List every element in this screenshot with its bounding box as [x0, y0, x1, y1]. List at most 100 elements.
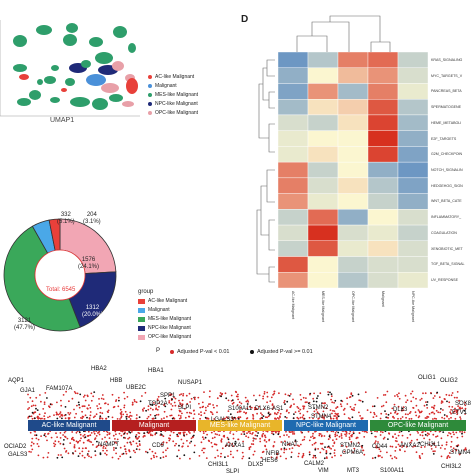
- strip-point: [95, 446, 98, 448]
- strip-point: [340, 433, 343, 435]
- strip-point: [64, 435, 66, 438]
- strip-point: [82, 396, 85, 398]
- strip-point: [355, 437, 358, 440]
- strip-point: [124, 410, 127, 413]
- strip-point: [422, 392, 424, 395]
- strip-point: [173, 401, 176, 404]
- strip-point: [395, 437, 398, 439]
- strip-point: [375, 445, 378, 447]
- strip-point: [348, 438, 351, 441]
- strip-point: [123, 391, 125, 394]
- strip-point: [166, 447, 169, 450]
- slice-percent: (47.7%): [14, 325, 36, 331]
- umap-axis-frame: [0, 20, 140, 117]
- strip-point: [252, 440, 255, 442]
- strip-point: [227, 399, 230, 402]
- strip-point: [76, 441, 79, 444]
- strip-point: [178, 417, 181, 420]
- strip-point: [38, 417, 40, 419]
- heatmap-cell: [278, 67, 309, 84]
- strip-point: [252, 432, 254, 434]
- strip-point: [231, 399, 234, 402]
- strip-point: [312, 456, 315, 459]
- strip-point: [78, 406, 81, 409]
- strip-point: [44, 435, 47, 438]
- strip-point: [391, 445, 394, 448]
- strip-point: [341, 444, 343, 447]
- strip-point: [432, 453, 435, 455]
- strip-point: [348, 436, 351, 439]
- strip-point: [395, 457, 398, 460]
- strip-point: [192, 417, 195, 420]
- strip-point: [83, 456, 86, 459]
- strip-point: [263, 392, 266, 395]
- strip-point: [193, 444, 196, 447]
- strip-point: [209, 390, 211, 393]
- strip-point: [104, 436, 106, 439]
- strip-point: [415, 404, 418, 407]
- strip-point: [253, 406, 256, 409]
- strip-point: [65, 390, 67, 393]
- strip-point: [227, 455, 229, 457]
- strip-point: [285, 410, 288, 413]
- strip-point: [430, 448, 433, 450]
- strip-point: [242, 430, 245, 433]
- strip-point: [90, 441, 93, 443]
- strip-point: [193, 431, 196, 433]
- strip-point: [113, 449, 115, 451]
- strip-point: [307, 430, 310, 433]
- strip-point: [220, 395, 223, 398]
- strip-point: [117, 405, 120, 408]
- strip-point: [182, 393, 185, 395]
- strip-point: [51, 403, 53, 406]
- strip-point: [268, 413, 271, 416]
- strip-point: [348, 432, 351, 435]
- strip-point: [47, 416, 49, 419]
- strip-point: [47, 452, 50, 454]
- strip-point: [239, 416, 242, 419]
- strip-point: [101, 417, 104, 420]
- strip-point: [446, 457, 448, 459]
- strip-point: [441, 401, 444, 403]
- strip-point: [380, 412, 383, 415]
- strip-point: [358, 411, 360, 414]
- strip-point: [376, 397, 379, 399]
- strip-legend: P Adjusted P-val < 0.01 Adjusted P-val >…: [150, 348, 470, 358]
- strip-point: [62, 394, 65, 396]
- strip-point: [46, 439, 48, 442]
- strip-point: [443, 414, 446, 416]
- strip-point: [147, 405, 150, 408]
- strip-point: [285, 448, 288, 451]
- strip-point: [130, 443, 133, 446]
- strip-point: [102, 447, 105, 449]
- strip-point: [172, 431, 175, 434]
- strip-point: [134, 400, 136, 403]
- strip-point: [321, 442, 324, 445]
- strip-point: [302, 454, 305, 457]
- strip-point: [288, 411, 290, 414]
- strip-point: [113, 447, 115, 449]
- strip-point: [249, 432, 252, 435]
- strip-point: [71, 436, 74, 439]
- strip-point: [142, 410, 145, 412]
- strip-point: [59, 412, 61, 415]
- strip-point: [351, 394, 354, 397]
- strip-point: [311, 435, 314, 437]
- slice-percent: (24.1%): [78, 264, 100, 270]
- strip-point: [308, 439, 311, 442]
- strip-point: [216, 404, 218, 407]
- strip-point: [404, 450, 406, 453]
- strip-point: [293, 413, 295, 415]
- strip-point: [129, 456, 132, 459]
- strip-point: [125, 418, 128, 420]
- strip-point: [27, 408, 29, 410]
- strip-point: [38, 413, 41, 416]
- strip-point: [190, 412, 193, 415]
- heatmap-dendrogram: [296, 15, 391, 52]
- gene-label: TOP2A: [148, 401, 168, 407]
- strip-point: [234, 443, 237, 445]
- strip-point: [192, 436, 194, 438]
- strip-point: [105, 453, 108, 456]
- strip-point: [394, 433, 396, 435]
- strip-point: [434, 446, 437, 448]
